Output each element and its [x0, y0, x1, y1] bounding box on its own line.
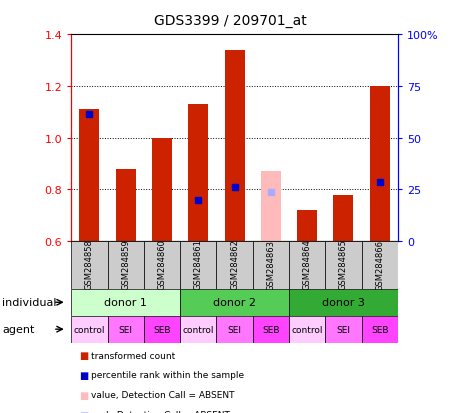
Text: SEB: SEB: [153, 325, 170, 334]
Bar: [216, 242, 252, 289]
Text: transformed count: transformed count: [90, 351, 174, 360]
Text: GSM284864: GSM284864: [302, 239, 311, 290]
Text: rank, Detection Call = ABSENT: rank, Detection Call = ABSENT: [90, 410, 229, 413]
Text: ■: ■: [79, 370, 89, 380]
Bar: [325, 242, 361, 289]
Bar: [79, 110, 99, 242]
Text: ■: ■: [79, 390, 89, 400]
Bar: [107, 242, 144, 289]
Bar: [180, 316, 216, 343]
Bar: [297, 211, 316, 242]
Bar: [288, 242, 325, 289]
Bar: [180, 289, 288, 316]
Text: percentile rank within the sample: percentile rank within the sample: [90, 370, 243, 380]
Text: control: control: [291, 325, 322, 334]
Bar: [116, 169, 135, 242]
Bar: [288, 316, 325, 343]
Text: ■: ■: [79, 410, 89, 413]
Text: SEB: SEB: [262, 325, 279, 334]
Bar: [252, 316, 288, 343]
Text: control: control: [73, 325, 105, 334]
Text: GSM284860: GSM284860: [157, 239, 166, 290]
Text: SEI: SEI: [227, 325, 241, 334]
Bar: [71, 289, 180, 316]
Bar: [369, 87, 389, 242]
Bar: [224, 50, 244, 242]
Bar: [144, 242, 180, 289]
Bar: [260, 172, 280, 242]
Bar: [71, 316, 107, 343]
Text: GDS3399 / 209701_at: GDS3399 / 209701_at: [153, 14, 306, 28]
Text: value, Detection Call = ABSENT: value, Detection Call = ABSENT: [90, 390, 234, 399]
Bar: [188, 105, 208, 242]
Bar: [180, 242, 216, 289]
Text: GSM284862: GSM284862: [230, 239, 239, 290]
Text: donor 3: donor 3: [321, 297, 364, 308]
Bar: [325, 316, 361, 343]
Bar: [71, 242, 107, 289]
Bar: [144, 316, 180, 343]
Bar: [361, 242, 397, 289]
Bar: [216, 316, 252, 343]
Text: individual: individual: [2, 297, 56, 308]
Text: SEB: SEB: [370, 325, 388, 334]
Bar: [252, 242, 288, 289]
Bar: [361, 316, 397, 343]
Text: GSM284861: GSM284861: [193, 239, 202, 290]
Text: GSM284863: GSM284863: [266, 239, 275, 290]
Text: donor 1: donor 1: [104, 297, 147, 308]
Text: GSM284866: GSM284866: [375, 239, 383, 290]
Text: agent: agent: [2, 324, 34, 335]
Text: control: control: [182, 325, 213, 334]
Bar: [333, 195, 353, 242]
Bar: [152, 138, 172, 242]
Text: GSM284859: GSM284859: [121, 239, 130, 290]
Text: GSM284865: GSM284865: [338, 239, 347, 290]
Text: donor 2: donor 2: [213, 297, 256, 308]
Text: SEI: SEI: [118, 325, 133, 334]
Text: SEI: SEI: [336, 325, 350, 334]
Text: ■: ■: [79, 350, 89, 360]
Bar: [107, 316, 144, 343]
Text: GSM284858: GSM284858: [85, 239, 94, 290]
Bar: [288, 289, 397, 316]
